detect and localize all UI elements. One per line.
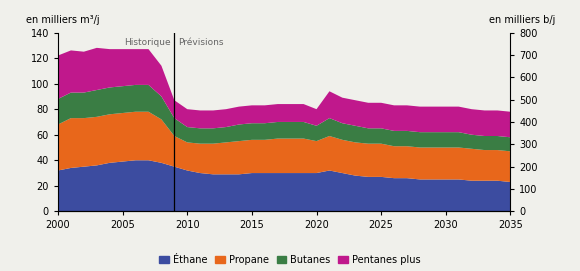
Text: Prévisions: Prévisions — [178, 38, 224, 47]
Legend: Éthane, Propane, Butanes, Pentanes plus: Éthane, Propane, Butanes, Pentanes plus — [155, 251, 425, 269]
Text: en milliers b/j: en milliers b/j — [490, 15, 556, 25]
Text: en milliers m³/j: en milliers m³/j — [26, 15, 100, 25]
Text: Historique: Historique — [124, 38, 171, 47]
